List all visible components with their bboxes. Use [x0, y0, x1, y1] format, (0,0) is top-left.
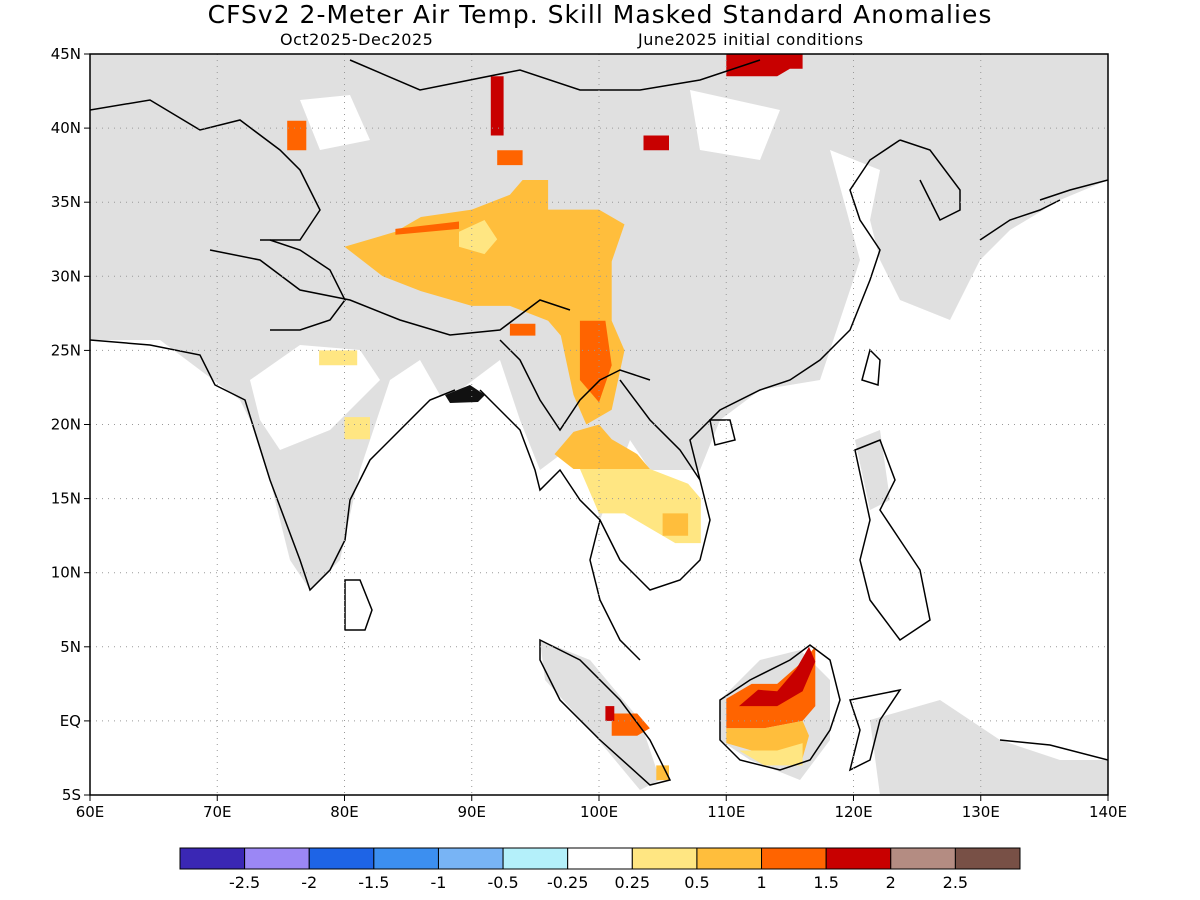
- lat-tick-label: 15N: [51, 490, 81, 508]
- lon-tick-label: 70E: [203, 803, 232, 821]
- colorbar-swatch: [954, 847, 1021, 870]
- colorbar-swatch: [631, 847, 698, 870]
- border-himalaya: [209, 249, 571, 336]
- lat-tick-label: 10N: [51, 564, 81, 582]
- colorbar-swatch: [696, 847, 763, 870]
- anomaly-region-7: [490, 76, 504, 136]
- lon-tick-label: 100E: [580, 803, 618, 821]
- lon-tick-label: 130E: [962, 803, 1000, 821]
- unmasked-area-mongolia: [690, 90, 780, 160]
- anomaly-region-5: [287, 120, 307, 151]
- colorbar-label: -2: [301, 873, 317, 892]
- colorbar-swatch: [825, 847, 892, 870]
- colorbar-label: 1: [756, 873, 766, 892]
- anomaly-region-11: [554, 424, 650, 469]
- masked-land-east: [870, 700, 1108, 795]
- anomaly-region-9: [726, 54, 803, 77]
- coast-taiwan: [861, 348, 881, 386]
- lon-tick-label: 60E: [76, 803, 105, 821]
- anomaly-region-21: [656, 765, 669, 781]
- anomaly-region-0: [344, 180, 625, 425]
- anomaly-region-2: [579, 320, 612, 403]
- coast-indochina: [599, 139, 901, 591]
- unmasked-area-taklimakan: [300, 95, 370, 150]
- anomaly-region-14: [319, 350, 358, 366]
- anomaly-region-12: [662, 513, 689, 536]
- lon-tick-label: 110E: [707, 803, 745, 821]
- coast-japan: [979, 179, 1108, 241]
- colorbar-label: -2.5: [229, 873, 260, 892]
- anomaly-region-19: [611, 713, 650, 736]
- anomaly-region-6: [509, 323, 536, 336]
- coast-srilanka: [344, 579, 373, 631]
- colorbar-label: 0.5: [684, 873, 709, 892]
- coast-sumatra: [539, 638, 672, 786]
- lat-tick-label: 5S: [62, 786, 81, 804]
- colorbar-swatch: [373, 847, 439, 870]
- colorbar-label: -1.5: [358, 873, 389, 892]
- lat-tick-label: EQ: [60, 712, 81, 730]
- map-title: CFSv2 2-Meter Air Temp. Skill Masked Sta…: [207, 0, 993, 29]
- lon-tick-label: 120E: [834, 803, 872, 821]
- colorbar-swatch: [761, 847, 827, 870]
- colorbar-label: 1.5: [813, 873, 838, 892]
- anomaly-region-8: [643, 135, 669, 151]
- colorbar-swatch: [244, 847, 310, 870]
- anomaly-region-3: [395, 221, 459, 235]
- lon-tick-label: 80E: [330, 803, 359, 821]
- anomaly-region-4: [497, 150, 523, 166]
- lat-tick-label: 20N: [51, 416, 81, 434]
- anomaly-region-1: [459, 220, 498, 255]
- colorbar-label: 0.25: [614, 873, 650, 892]
- lat-tick-label: 35N: [51, 193, 81, 211]
- masked-land-sumatra: [540, 640, 660, 790]
- colorbar-label: -0.25: [547, 873, 588, 892]
- anomaly-region-15: [726, 646, 816, 729]
- border-laos-vietnam: [619, 379, 701, 481]
- coastlines: [90, 59, 1108, 786]
- colorbar-label: 2: [886, 873, 896, 892]
- coast-bay-of-bengal-east: [479, 389, 641, 661]
- axis-ticks: 60E 70E 80E 90E 100E 110E 120E 130E 140E 45N 40N 35…: [51, 45, 1127, 821]
- lat-tick-label: 40N: [51, 119, 81, 137]
- unmasked-area-india: [250, 345, 380, 450]
- anomaly-region-17: [739, 743, 803, 766]
- anomaly-region-13: [344, 417, 370, 440]
- colorbar-label: -1: [430, 873, 446, 892]
- coast-arabia-india: [90, 339, 456, 592]
- lat-tick-label: 45N: [51, 45, 81, 63]
- forecast-period: Oct2025-Dec2025: [280, 30, 434, 49]
- coast-hainan: [709, 419, 736, 446]
- border-mongolia: [349, 59, 761, 91]
- coast-korea: [899, 139, 961, 222]
- border-central-asia: [90, 99, 321, 241]
- ganges-delta: [445, 385, 485, 403]
- coast-sulawesi: [848, 688, 902, 772]
- colorbar-swatch: [179, 847, 246, 870]
- initial-conditions: June2025 initial conditions: [638, 30, 864, 49]
- colorbar-swatch: [502, 847, 569, 870]
- lon-tick-label: 140E: [1089, 803, 1127, 821]
- lat-tick-label: 30N: [51, 267, 81, 285]
- colorbar-swatch: [567, 847, 633, 870]
- coast-borneo: [719, 644, 841, 771]
- border-myanmar: [499, 339, 651, 432]
- lat-tick-label: 25N: [51, 341, 81, 359]
- anomaly-region-20: [605, 706, 615, 721]
- colorbar-swatch: [437, 847, 504, 870]
- anomaly-region-18: [739, 646, 816, 707]
- lon-tick-label: 90E: [457, 803, 486, 821]
- colorbar-swatch: [308, 847, 375, 870]
- lat-tick-label: 5N: [60, 638, 81, 656]
- masked-land-luzon: [855, 430, 890, 510]
- colorbar: -2.5 -2 -1.5 -1 -0.5 -0.25 0.25 0.5 1 1.5 2 2.5: [179, 847, 1021, 892]
- coast-philippines: [854, 439, 931, 642]
- colorbar-label: 2.5: [943, 873, 968, 892]
- colorbar-label: -0.5: [487, 873, 518, 892]
- colorbar-swatch: [890, 847, 956, 870]
- coast-newguinea: [999, 739, 1108, 761]
